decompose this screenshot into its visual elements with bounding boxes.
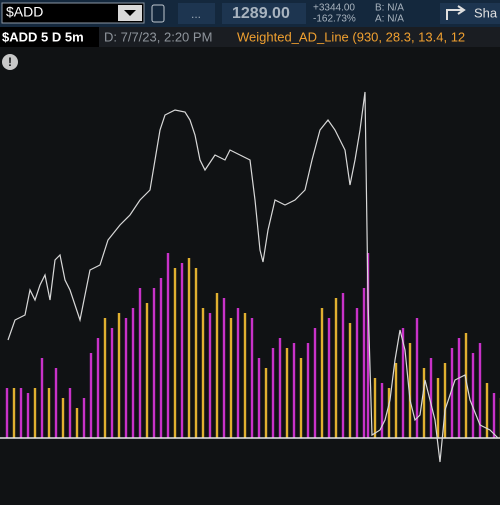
bar: [125, 318, 127, 438]
bar: [265, 368, 267, 438]
bar: [356, 308, 358, 438]
bar: [160, 278, 162, 438]
bar: [223, 298, 225, 438]
bar: [437, 378, 439, 438]
bar: [251, 318, 253, 438]
bar: [486, 383, 488, 438]
bar: [216, 293, 218, 438]
bar: [69, 388, 71, 438]
bar: [493, 393, 495, 438]
bar: [146, 303, 148, 438]
bar: [363, 288, 365, 438]
bar: [286, 348, 288, 438]
bar: [444, 363, 446, 438]
bar: [472, 353, 474, 438]
bar: [83, 398, 85, 438]
bar: [342, 293, 344, 438]
bar: [132, 308, 134, 438]
bar: [6, 388, 8, 438]
bar: [335, 298, 337, 438]
bar: [118, 313, 120, 438]
bid: B: N/A: [375, 3, 404, 14]
last-price: 1289.00: [232, 5, 290, 22]
bar: [76, 408, 78, 438]
bar: [104, 318, 106, 438]
bar: [174, 268, 176, 438]
bar: [381, 383, 383, 438]
bar: [90, 353, 92, 438]
share: Sha: [474, 5, 498, 20]
bar: [272, 348, 274, 438]
bar: [181, 263, 183, 438]
bar: [97, 338, 99, 438]
bar: [416, 318, 418, 438]
bar: [139, 288, 141, 438]
study-label: Weighted_AD_Line (930, 28.3, 13.4, 12: [237, 29, 465, 44]
bar: [328, 318, 330, 438]
ask: A: N/A: [375, 14, 404, 25]
bar: [314, 328, 316, 438]
bar: [202, 308, 204, 438]
bar: [388, 388, 390, 438]
bar: [111, 328, 113, 438]
bar: [188, 258, 190, 438]
bar: [458, 338, 460, 438]
bar: [195, 268, 197, 438]
bar: [423, 368, 425, 438]
bar: [48, 388, 50, 438]
bar: [321, 308, 323, 438]
bar: [20, 388, 22, 438]
bar: [230, 318, 232, 438]
bar: [258, 358, 260, 438]
bar: [13, 388, 15, 438]
bar: [209, 313, 211, 438]
bar: [374, 378, 376, 438]
bar: [34, 388, 36, 438]
bar: [62, 398, 64, 438]
symbol-period: $ADD 5 D 5m: [2, 29, 84, 44]
bar: [293, 343, 295, 438]
bar: [430, 358, 432, 438]
symbol: $ADD: [6, 4, 43, 20]
bar: [300, 358, 302, 438]
bar: [27, 393, 29, 438]
bar: [55, 368, 57, 438]
bar: [167, 253, 169, 438]
bar: [395, 363, 397, 438]
bar: [153, 288, 155, 438]
change-pct: -162.73%: [313, 14, 356, 25]
datetime: D: 7/7/23, 2:20 PM: [104, 29, 212, 44]
bar: [307, 343, 309, 438]
alert-mark: !: [8, 55, 12, 69]
bar: [41, 358, 43, 438]
bar: [237, 308, 239, 438]
menu: ...: [191, 7, 201, 21]
change: +3344.00: [313, 3, 355, 14]
bar: [279, 338, 281, 438]
bar: [244, 313, 246, 438]
bar: [349, 323, 351, 438]
